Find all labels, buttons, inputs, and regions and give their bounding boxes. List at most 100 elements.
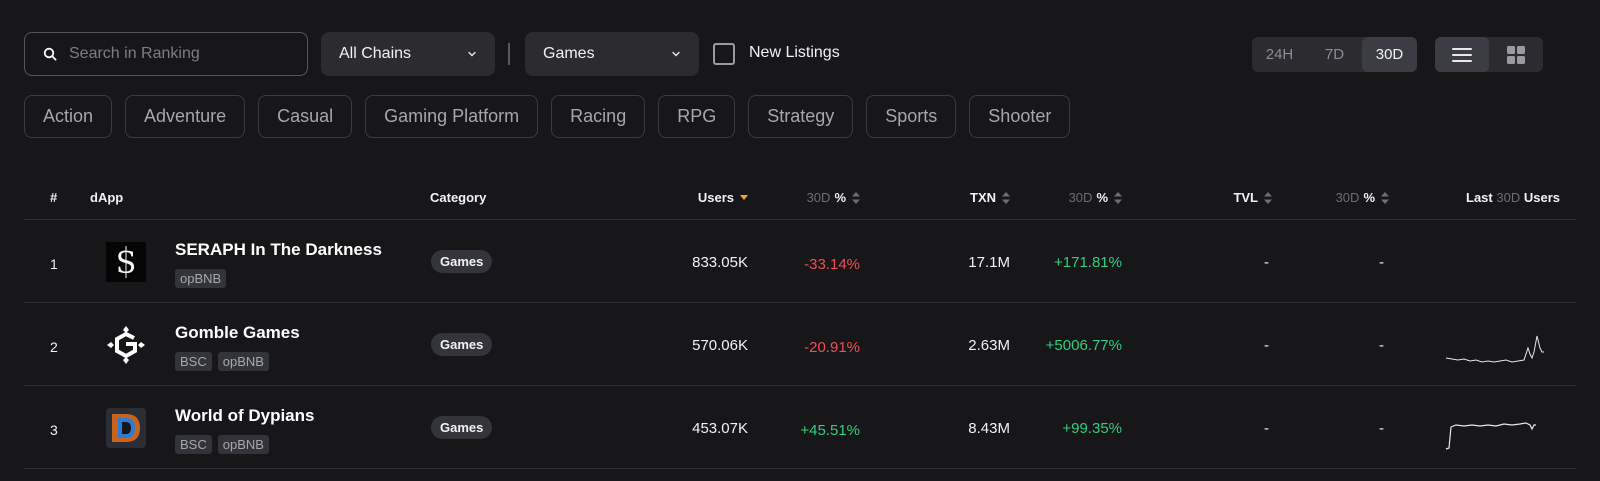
- header-period: 30D: [1068, 190, 1093, 205]
- category-badge: Games: [431, 416, 493, 439]
- users-change: -20.91%: [804, 339, 860, 356]
- new-listings-checkbox[interactable]: [713, 43, 735, 65]
- chip-sports[interactable]: Sports: [866, 95, 957, 138]
- header-period: 30D: [1335, 190, 1360, 205]
- txn-change: +5006.77%: [1045, 337, 1122, 354]
- header-pct: %: [1096, 190, 1108, 205]
- chain-tag: opBNB: [217, 435, 269, 454]
- table-header: # dApp Category Users 30D % TXN 30D % TV…: [24, 180, 1576, 220]
- header-rank: #: [50, 190, 58, 205]
- gomble-logo-icon: [106, 325, 146, 365]
- category-dropdown-label: Games: [543, 45, 595, 62]
- filter-divider: [508, 43, 510, 65]
- users-value: 453.07K: [692, 420, 748, 437]
- chip-rpg[interactable]: RPG: [658, 95, 736, 138]
- category-badge: Games: [431, 250, 493, 273]
- chain-dropdown-label: All Chains: [339, 45, 412, 62]
- dapp-name[interactable]: World of Dypians: [175, 406, 315, 425]
- category-chips: Action Adventure Casual Gaming Platform …: [24, 95, 1083, 138]
- header-txn[interactable]: TXN: [970, 190, 1010, 205]
- period-24h[interactable]: 24H: [1265, 46, 1294, 63]
- chip-adventure[interactable]: Adventure: [125, 95, 246, 138]
- search-box[interactable]: [24, 32, 308, 76]
- sort-desc-icon: [740, 194, 748, 201]
- period-toggle: 24H 7D 30D: [1252, 37, 1417, 72]
- users-change: +45.51%: [800, 422, 860, 439]
- dapp-name[interactable]: Gomble Games: [175, 323, 300, 342]
- users-sparkline: [1444, 318, 1544, 370]
- chip-gaming-platform[interactable]: Gaming Platform: [365, 95, 539, 138]
- chain-tags: BSC opBNB: [175, 435, 275, 454]
- tvl-value: -: [1264, 420, 1269, 437]
- chevron-down-icon: [468, 51, 476, 57]
- txn-change: +99.35%: [1062, 420, 1122, 437]
- table-row[interactable]: 3 World of Dypians BSC opBNB Games 453.0…: [24, 387, 1576, 469]
- row-rank: 1: [50, 256, 58, 272]
- txn-change: +171.81%: [1054, 254, 1122, 271]
- sort-icon: [1264, 191, 1272, 204]
- header-tvl-change[interactable]: 30D %: [1336, 190, 1389, 205]
- txn-value: 17.1M: [968, 254, 1010, 271]
- txn-value: 2.63M: [968, 337, 1010, 354]
- sort-icon: [1002, 191, 1010, 204]
- header-category: Category: [430, 190, 487, 205]
- users-value: 833.05K: [692, 254, 748, 271]
- tvl-change: -: [1379, 420, 1384, 437]
- txn-value: 8.43M: [968, 420, 1010, 437]
- chain-tag: opBNB: [217, 352, 269, 371]
- header-tvl[interactable]: TVL: [1233, 190, 1272, 205]
- search-input[interactable]: [69, 45, 289, 63]
- chevron-down-icon: [672, 51, 680, 57]
- chip-action[interactable]: Action: [24, 95, 113, 138]
- chain-tag: BSC: [175, 352, 212, 371]
- header-period: 30D: [806, 190, 831, 205]
- chip-shooter[interactable]: Shooter: [969, 95, 1071, 138]
- header-users-label: Users: [697, 190, 734, 205]
- view-toggle: [1435, 37, 1543, 72]
- header-pct: %: [834, 190, 846, 205]
- list-icon: [1452, 47, 1472, 62]
- header-pct: %: [1363, 190, 1375, 205]
- header-users[interactable]: Users: [698, 190, 748, 205]
- table-row[interactable]: 2 Gomble Games BSC opBNB Games 570.06K -…: [24, 304, 1576, 386]
- users-change: -33.14%: [804, 256, 860, 273]
- category-badge: Games: [431, 333, 493, 356]
- chip-casual[interactable]: Casual: [258, 95, 353, 138]
- header-last-users: Last 30D Users: [1466, 190, 1560, 205]
- header-txn-change[interactable]: 30D %: [1069, 190, 1122, 205]
- sort-icon: [1114, 191, 1122, 204]
- row-rank: 2: [50, 339, 58, 355]
- chip-strategy[interactable]: Strategy: [748, 95, 854, 138]
- users-value: 570.06K: [692, 337, 748, 354]
- row-rank: 3: [50, 422, 58, 438]
- header-last-prefix: Last: [1466, 190, 1493, 205]
- header-txn-label: TXN: [970, 190, 996, 205]
- search-icon: [43, 47, 57, 61]
- users-sparkline: [1444, 401, 1544, 453]
- sort-icon: [852, 191, 860, 204]
- header-last-suffix: Users: [1523, 190, 1560, 205]
- header-dapp: dApp: [90, 190, 124, 205]
- grid-view-button[interactable]: [1489, 37, 1543, 72]
- tvl-value: -: [1264, 337, 1269, 354]
- header-last-period: 30D: [1496, 190, 1521, 205]
- seraph-logo-icon: S: [106, 242, 146, 282]
- period-7d[interactable]: 7D: [1324, 46, 1345, 63]
- category-dropdown[interactable]: Games: [525, 32, 699, 76]
- chain-dropdown[interactable]: All Chains: [321, 32, 495, 76]
- table-row[interactable]: 1 S SERAPH In The Darkness opBNB Games 8…: [24, 221, 1576, 303]
- chip-racing[interactable]: Racing: [551, 95, 646, 138]
- list-view-button[interactable]: [1435, 37, 1489, 72]
- dapp-name[interactable]: SERAPH In The Darkness: [175, 240, 382, 259]
- tvl-change: -: [1379, 337, 1384, 354]
- header-users-change[interactable]: 30D %: [807, 190, 860, 205]
- period-30d[interactable]: 30D: [1362, 37, 1417, 72]
- chain-tag: BSC: [175, 435, 212, 454]
- tvl-value: -: [1264, 254, 1269, 271]
- grid-icon: [1507, 45, 1525, 64]
- tvl-change: -: [1379, 254, 1384, 271]
- new-listings-label: New Listings: [749, 44, 840, 61]
- chain-tags: opBNB: [175, 269, 232, 288]
- sort-icon: [1381, 191, 1389, 204]
- chain-tags: BSC opBNB: [175, 352, 275, 371]
